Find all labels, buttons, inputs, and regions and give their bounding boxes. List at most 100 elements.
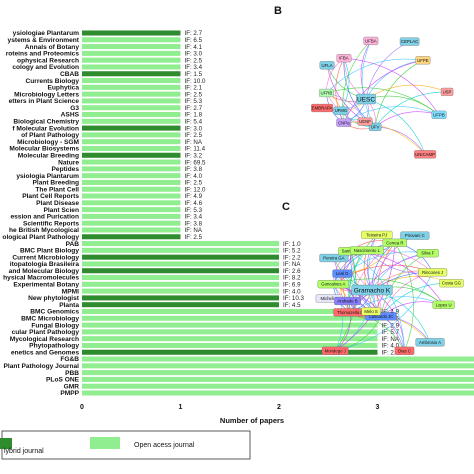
bar xyxy=(82,295,279,301)
impact-factor-label: IF: 2.7 xyxy=(185,30,203,37)
category-label: BMC Genomics xyxy=(30,309,79,316)
category-label: Current Microbiology xyxy=(12,254,79,261)
category-label: Biological Chemistry xyxy=(13,119,79,126)
category-label: GMR xyxy=(64,383,80,390)
legend-swatch-hybrid xyxy=(0,438,12,449)
category-label: New phytologist xyxy=(28,295,80,302)
bar xyxy=(82,118,181,124)
legend-box xyxy=(1,430,251,460)
impact-factor-label: IF: 4.5 xyxy=(283,302,301,309)
impact-factor-label: IF: 10.3 xyxy=(283,295,305,302)
category-label: Plant Cell Reports xyxy=(22,193,79,200)
bar xyxy=(82,37,181,43)
category-label: FG&B xyxy=(60,356,79,363)
impact-factor-label: IF: 1.8 xyxy=(185,112,203,119)
bar xyxy=(82,383,474,389)
category-label: Microbiology Letters xyxy=(14,91,79,98)
bar xyxy=(82,179,181,185)
category-label: enetics and Genomes xyxy=(11,349,79,356)
impact-factor-label: IF: 2.7 xyxy=(185,105,203,112)
impact-factor-label: IF: 2.6 xyxy=(382,349,400,356)
bar xyxy=(82,186,181,192)
category-label: CBAB xyxy=(60,71,79,78)
bar xyxy=(82,71,181,77)
impact-factor-label: IF: 10.0 xyxy=(185,78,207,85)
category-label: and Molecular Biology xyxy=(9,268,80,275)
bar xyxy=(82,227,181,233)
category-label: Planta xyxy=(59,302,79,309)
bar xyxy=(82,261,279,267)
impact-factor-label: IF: 3.2 xyxy=(185,152,203,159)
category-label: Currents Biology xyxy=(26,78,80,85)
impact-factor-label: IF: 3.8 xyxy=(185,220,203,227)
impact-factor-label: IF: 4.1 xyxy=(185,44,203,51)
impact-factor-label: IF: 2.1 xyxy=(185,85,203,92)
impact-factor-label: IF: 69.5 xyxy=(185,159,207,166)
impact-factor-label: IF: 2.5 xyxy=(185,132,203,139)
bar xyxy=(82,213,181,219)
category-label: Scientific Reports xyxy=(23,220,79,227)
bar xyxy=(82,105,181,111)
bar xyxy=(82,281,279,287)
impact-factor-label: IF: 3.4 xyxy=(185,214,203,221)
category-label: BMC Microbiology xyxy=(21,315,79,322)
impact-factor-label: IF: 4.0 xyxy=(283,288,301,295)
bar xyxy=(82,254,279,260)
category-label: ystems & Environment xyxy=(8,37,80,44)
bar xyxy=(82,112,181,118)
category-label: ophysical Research xyxy=(17,57,79,64)
impact-factor-label: IF: 5.3 xyxy=(185,207,203,214)
category-label: Annals of Botany xyxy=(25,44,80,51)
bar xyxy=(82,152,181,158)
bar xyxy=(82,173,181,179)
impact-factor-label: IF: 6.5 xyxy=(185,37,203,44)
x-tick-label: 2 xyxy=(277,404,281,411)
category-label: PLoS ONE xyxy=(46,377,80,384)
bar xyxy=(82,64,181,70)
bar xyxy=(82,349,378,355)
category-label: Fungal Biology xyxy=(31,322,79,329)
impact-factor-label: IF: NA xyxy=(185,139,203,146)
impact-factor-label: IF: 2.5 xyxy=(185,91,203,98)
category-label: Mycological Research xyxy=(10,336,79,343)
bar xyxy=(82,268,279,274)
category-label: PMPP xyxy=(60,390,79,397)
category-label: Peptides xyxy=(52,166,80,173)
category-label: cular Plant Pathology xyxy=(12,329,80,336)
impact-factor-label: IF: NA xyxy=(185,227,203,234)
bar xyxy=(82,275,279,281)
category-label: ession and Purication xyxy=(10,214,79,221)
x-tick-label: 0 xyxy=(80,404,84,411)
category-label: Phytopathology xyxy=(29,343,79,350)
category-label: PBB xyxy=(65,370,79,377)
impact-factor-label: IF: 2.6 xyxy=(283,268,301,275)
bar xyxy=(82,30,181,36)
bar xyxy=(82,84,181,90)
bar xyxy=(82,57,181,63)
bar xyxy=(82,78,181,84)
bar xyxy=(82,370,474,376)
bar xyxy=(82,390,474,396)
impact-factor-label: IF: 3.8 xyxy=(185,166,203,173)
impact-factor-label: IF: 5.4 xyxy=(185,119,203,126)
category-label: Nature xyxy=(58,159,79,166)
category-label: MPMI xyxy=(62,288,79,295)
bar xyxy=(82,247,279,253)
bar xyxy=(82,376,474,382)
category-label: he British Mycological xyxy=(9,227,79,234)
category-label: Plant Scien xyxy=(43,207,79,214)
bar xyxy=(82,132,181,138)
bar xyxy=(82,322,378,328)
impact-factor-label: IF: 3.0 xyxy=(185,125,203,132)
category-label: Molecular Breeding xyxy=(18,152,79,159)
category-label: hysical Macromolecules xyxy=(3,275,79,282)
x-axis-label: Number of papers xyxy=(220,416,284,425)
category-label: BMC Plant Biology xyxy=(20,248,79,255)
bar xyxy=(82,166,181,172)
bar xyxy=(82,356,474,362)
bar xyxy=(82,193,181,199)
impact-factor-label: IF: 3.4 xyxy=(185,64,203,71)
category-label: G3 xyxy=(70,105,79,112)
bar xyxy=(82,125,181,131)
